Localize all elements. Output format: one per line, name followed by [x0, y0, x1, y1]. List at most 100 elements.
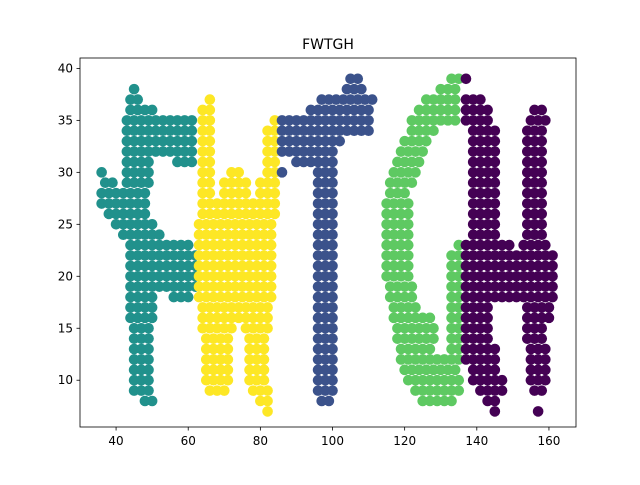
data-point	[139, 208, 151, 220]
data-point	[503, 239, 515, 251]
data-point	[327, 250, 338, 261]
data-point	[204, 187, 216, 199]
data-point	[446, 395, 457, 407]
data-point	[143, 354, 154, 365]
data-point	[402, 198, 414, 209]
data-point	[399, 187, 410, 199]
plot-frame	[79, 57, 577, 428]
data-point	[204, 146, 216, 157]
data-point	[453, 374, 465, 386]
data-point	[410, 302, 421, 313]
data-point	[482, 312, 493, 324]
data-point	[327, 302, 338, 313]
data-point	[449, 94, 461, 105]
data-point	[146, 219, 158, 230]
x-tick-label: 80	[253, 434, 268, 448]
data-point	[269, 208, 281, 220]
data-point	[143, 333, 154, 344]
y-tick-label: 25	[58, 217, 73, 231]
data-point	[222, 364, 234, 376]
data-point	[258, 354, 270, 365]
data-point	[402, 229, 414, 240]
data-point	[410, 167, 421, 178]
data-point	[233, 167, 245, 178]
data-point	[327, 270, 338, 282]
data-point	[489, 219, 501, 230]
data-point	[327, 239, 338, 251]
data-point	[146, 302, 158, 313]
data-point	[265, 270, 277, 282]
x-tick-label: 160	[537, 434, 560, 448]
data-point	[428, 333, 439, 344]
data-point	[532, 406, 544, 417]
data-point	[482, 104, 493, 116]
data-point	[186, 115, 198, 126]
data-point	[540, 115, 551, 126]
data-point	[489, 406, 501, 417]
data-point	[265, 250, 277, 261]
data-point	[218, 385, 230, 396]
data-point	[536, 135, 548, 147]
data-point	[258, 364, 270, 376]
data-point	[204, 104, 216, 116]
data-point	[428, 322, 439, 334]
data-point	[475, 94, 486, 105]
data-point	[262, 312, 273, 324]
data-point	[489, 146, 501, 157]
data-point	[489, 135, 501, 147]
data-point	[258, 343, 270, 355]
data-point	[143, 364, 154, 376]
data-point	[146, 312, 158, 324]
data-point	[363, 125, 374, 137]
data-point	[204, 156, 216, 168]
data-point	[449, 104, 461, 116]
data-point	[363, 115, 374, 126]
data-point	[327, 385, 338, 396]
data-point	[327, 374, 338, 386]
data-point	[540, 239, 551, 251]
data-point	[536, 167, 548, 178]
data-point	[265, 239, 277, 251]
y-tick-label: 40	[58, 61, 73, 75]
data-point	[182, 291, 194, 303]
data-point	[204, 94, 216, 105]
x-tick-label: 100	[321, 434, 344, 448]
data-point	[489, 364, 501, 376]
data-point	[143, 167, 154, 178]
data-point	[496, 374, 508, 386]
data-point	[269, 177, 281, 189]
data-point	[489, 395, 501, 407]
data-point	[536, 229, 548, 240]
data-point	[453, 385, 465, 396]
data-point	[489, 343, 501, 355]
data-point	[402, 239, 414, 251]
data-point	[258, 374, 270, 386]
data-point	[258, 333, 270, 344]
data-point	[417, 146, 428, 157]
data-point	[406, 177, 418, 189]
data-point	[489, 198, 501, 209]
data-point	[547, 270, 558, 282]
data-point	[186, 146, 198, 157]
data-point	[496, 385, 508, 396]
data-point	[406, 281, 418, 292]
data-point	[139, 198, 151, 209]
data-point	[327, 219, 338, 230]
data-point	[146, 395, 158, 407]
data-point	[327, 229, 338, 240]
data-point	[482, 115, 493, 126]
data-point	[146, 291, 158, 303]
data-point	[489, 187, 501, 199]
data-point	[107, 177, 118, 189]
data-point	[262, 322, 273, 334]
points-layer	[96, 73, 558, 417]
data-point	[323, 395, 335, 407]
data-point	[262, 406, 273, 417]
data-point	[226, 322, 237, 334]
data-point	[222, 374, 234, 386]
data-point	[421, 135, 432, 147]
data-point	[265, 260, 277, 272]
data-point	[262, 395, 273, 407]
data-point	[460, 73, 472, 85]
